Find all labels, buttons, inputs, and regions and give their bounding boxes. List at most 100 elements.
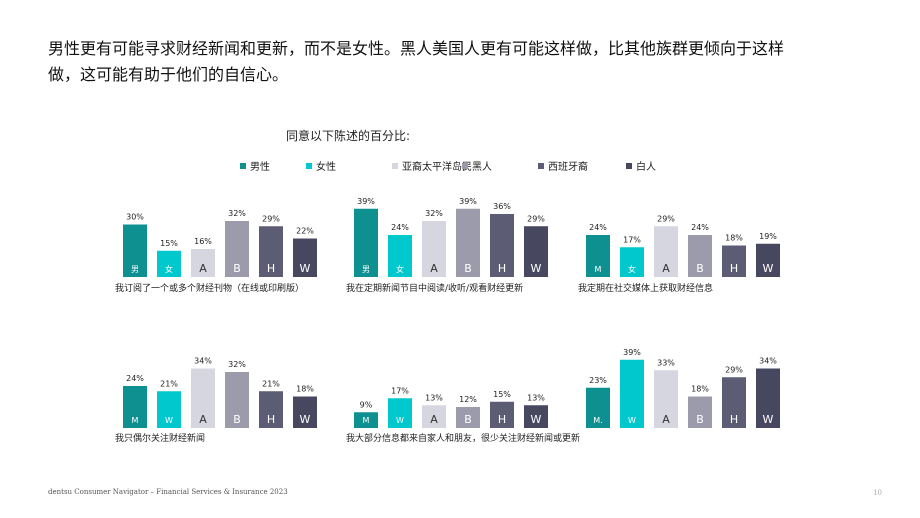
bar-value-label-6-1: 23% [589, 376, 607, 385]
legend-swatch-male [240, 162, 246, 169]
bar-value-label-4-4: 32% [228, 360, 246, 369]
bar-category-label-2-3: A [430, 262, 438, 275]
bar-category-label-4-2: W [165, 416, 173, 425]
bar-category-label-2-4: B [464, 262, 472, 275]
bar-value-label-1-5: 29% [262, 214, 280, 223]
legend-swatch-white [626, 162, 632, 169]
bar-category-label-6-3: A [662, 413, 670, 426]
bar-category-label-3-1: M [595, 265, 602, 274]
chart-title-5: 我大部分信息都来自家人和朋友，很少关注财经新闻或更新 [346, 432, 580, 444]
bar-category-label-6-4: B [696, 413, 704, 426]
bar-value-label-1-6: 22% [296, 227, 314, 236]
bar-2-6 [524, 226, 548, 277]
bar-category-label-6-1: M. [593, 416, 602, 425]
legend-item-female: 女性 [306, 158, 336, 173]
chart-subtitle: 同意以下陈述的百分比: [286, 129, 411, 143]
bar-value-label-4-3: 34% [194, 357, 212, 366]
bar-category-label-4-3: A [199, 413, 207, 426]
bar-value-label-1-2: 15% [160, 239, 178, 248]
bar-value-label-4-6: 18% [296, 385, 314, 394]
footer-source: dentsu Consumer Navigator – Financial Se… [48, 488, 288, 496]
bar-value-label-4-5: 21% [262, 379, 280, 388]
bar-category-label-5-4: B [464, 413, 472, 426]
bar-value-label-2-4: 39% [459, 197, 477, 206]
bar-6-1 [586, 387, 610, 428]
bar-category-label-3-5: H [730, 262, 738, 275]
bar-value-label-6-6: 34% [759, 357, 777, 366]
chart-title-4: 我只偶尔关注财经新闻 [115, 432, 205, 444]
bar-category-label-3-3: A [662, 262, 670, 275]
bar-category-label-4-1: M [132, 416, 139, 425]
bar-value-label-1-1: 30% [126, 213, 144, 222]
bar-2-5 [490, 214, 514, 277]
chart-title-3: 我定期在社交媒体上获取财经信息 [578, 282, 713, 294]
legend-item-white: 白人 [626, 158, 656, 173]
bar-2-1 [354, 208, 378, 277]
bar-value-label-5-3: 13% [425, 393, 443, 402]
chart-title-2: 我在定期新闻节目中阅读/收听/观看财经更新 [346, 282, 523, 294]
bar-6-5 [722, 377, 746, 428]
bar-3-6 [756, 243, 780, 277]
bar-3-3 [654, 226, 678, 277]
legend-label-black: 黑人 [472, 162, 492, 173]
bar-value-label-1-3: 16% [194, 237, 212, 246]
headline-line-1: 男性更有可能寻求财经新闻和更新，而不是女性。黑人美国人更有可能这样做，比其他族群… [48, 39, 785, 58]
bar-2-4 [456, 208, 480, 277]
bar-value-label-5-5: 15% [493, 390, 511, 399]
bar-value-label-6-3: 33% [657, 358, 675, 367]
bar-category-label-5-2: W [396, 416, 404, 425]
bar-1-5 [259, 226, 283, 277]
bar-category-label-1-3: A [199, 262, 207, 275]
legend-swatch-female [306, 162, 312, 169]
bar-value-label-2-2: 24% [391, 223, 409, 232]
bar-value-label-3-6: 19% [759, 232, 777, 241]
bar-category-label-5-1: M [363, 416, 370, 425]
legend-item-asian: 亚裔太平洋岛民 [392, 158, 472, 173]
bar-category-label-3-2: 女 [628, 264, 636, 274]
bar-5-3 [422, 405, 446, 428]
bar-6-6 [756, 368, 780, 428]
bar-value-label-2-1: 39% [357, 197, 375, 206]
legend-label-white: 白人 [636, 162, 656, 173]
bar-value-label-2-6: 29% [527, 214, 545, 223]
bar-value-label-6-4: 18% [691, 385, 709, 394]
bar-category-label-6-2: W [628, 416, 636, 425]
bar-value-label-2-3: 32% [425, 209, 443, 218]
bar-value-label-5-2: 17% [391, 386, 409, 395]
legend-item-hispanic: 西班牙裔 [538, 158, 588, 173]
bar-category-label-5-5: H [498, 413, 506, 426]
bar-1-3 [191, 249, 215, 277]
bar-category-label-1-5: H [267, 262, 275, 275]
bar-value-label-6-2: 39% [623, 348, 641, 357]
bar-value-label-3-4: 24% [691, 223, 709, 232]
bar-value-label-1-4: 32% [228, 209, 246, 218]
bar-category-label-2-1: 男 [362, 265, 370, 274]
legend-swatch-black [462, 162, 468, 169]
bar-category-label-4-4: B [233, 413, 241, 426]
bar-value-label-4-1: 24% [126, 374, 144, 383]
bar-3-1 [586, 235, 610, 277]
bar-1-1 [123, 224, 147, 277]
bar-6-4 [688, 396, 712, 428]
bar-5-4 [456, 407, 480, 428]
bar-6-2 [620, 359, 644, 428]
bar-category-label-2-6: W [531, 262, 542, 275]
bar-category-label-1-6: W [300, 262, 311, 275]
bar-category-label-3-4: B [696, 262, 704, 275]
bar-2-3 [422, 221, 446, 277]
bar-1-6 [293, 238, 317, 277]
bar-4-6 [293, 396, 317, 428]
legend-item-male: 男性 [240, 158, 270, 173]
bar-category-label-2-2: 女 [396, 264, 404, 274]
bar-category-label-1-4: B [233, 262, 241, 275]
headline-line-2: 做，这可能有助于他们的自信心。 [48, 65, 289, 84]
bar-1-2 [157, 250, 181, 277]
bar-value-label-3-5: 18% [725, 234, 743, 243]
bar-5-6 [524, 405, 548, 428]
bar-category-label-3-6: W [763, 262, 774, 275]
bar-4-3 [191, 368, 215, 428]
bar-1-4 [225, 221, 249, 277]
bar-2-2 [388, 235, 412, 277]
bar-value-label-5-4: 12% [459, 395, 477, 404]
